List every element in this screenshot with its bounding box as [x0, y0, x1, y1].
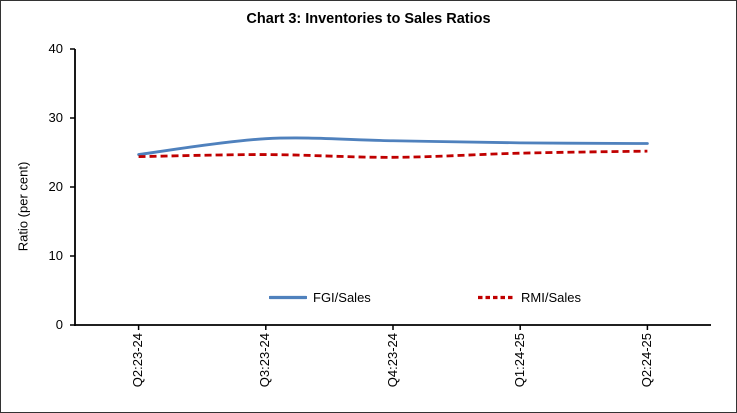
series-line-rmi-sales: [138, 149, 648, 159]
tick-marks: [70, 48, 649, 330]
legend-item-rmi-sales: RMI/Sales: [477, 289, 581, 306]
chart-title: Chart 3: Inventories to Sales Ratios: [246, 11, 491, 27]
series-line-fgi-sales: [137, 136, 649, 156]
x-tick-label: Q2:23-24: [130, 333, 145, 387]
legend-item-fgi-sales: FGI/Sales: [269, 289, 371, 306]
y-tick-label: 20: [49, 179, 63, 194]
y-tick-label: 0: [56, 317, 63, 332]
legend-swatch-dashed-line: [478, 295, 514, 300]
y-tick-label: 40: [49, 41, 63, 56]
x-tick-label: Q2:24-25: [639, 333, 654, 387]
x-tick-label: Q4:23-24: [385, 333, 400, 387]
legend-label-rmi-sales: RMI/Sales: [521, 290, 581, 305]
legend-label-fgi-sales: FGI/Sales: [313, 290, 371, 305]
x-tick-label: Q1:24-25: [512, 333, 527, 387]
legend-swatch-solid-line: [269, 295, 307, 300]
series-lines: [137, 136, 649, 159]
y-tick-label: 30: [49, 110, 63, 125]
x-tick-label: Q3:23-24: [257, 333, 272, 387]
y-tick-label: 10: [49, 248, 63, 263]
